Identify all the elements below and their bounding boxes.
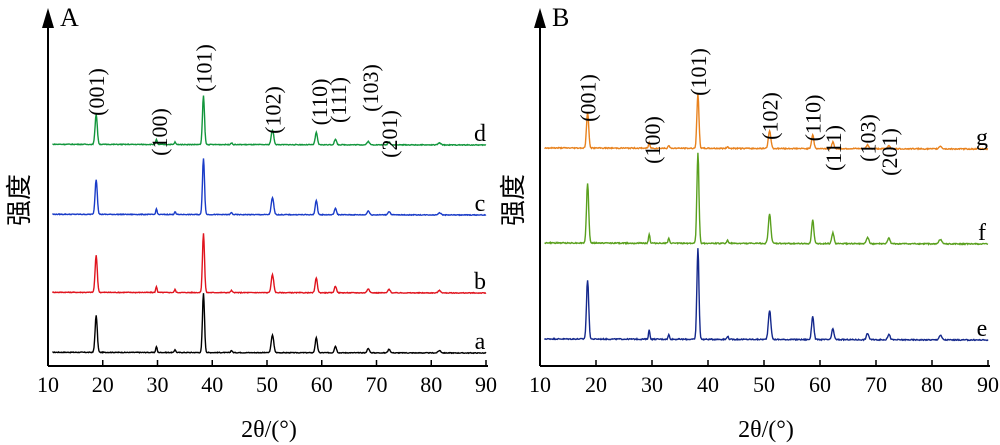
x-tick-label: 10 — [37, 372, 59, 397]
series-label-c: c — [475, 191, 486, 217]
peak-annotation: (103) — [856, 114, 881, 162]
series-label-a: a — [475, 329, 486, 355]
x-tick-label: 70 — [366, 372, 388, 397]
panel-label: A — [60, 3, 79, 32]
peak-annotation: (102) — [758, 92, 783, 140]
x-tick-label: 80 — [420, 372, 442, 397]
series-line-g — [544, 93, 989, 151]
peak-annotation: (201) — [877, 128, 902, 176]
series-line-f — [544, 152, 989, 246]
x-tick-label: 60 — [809, 372, 831, 397]
chart-panel-b: B 10 20 30 40 50 60 70 80 90 2θ/(°) 强度 e f g (001) (100)… — [499, 3, 999, 443]
y-axis-arrow — [534, 8, 546, 28]
peak-annotation: (101) — [686, 48, 711, 96]
x-tick-label: 60 — [311, 372, 333, 397]
y-axis-arrow — [42, 8, 54, 28]
peak-annotation: (111) — [821, 125, 846, 171]
y-axis-label: 强度 — [499, 174, 528, 226]
x-tick-label: 50 — [256, 372, 278, 397]
peak-annotation: (001) — [576, 74, 601, 122]
x-tick-label: 90 — [475, 372, 497, 397]
series-label-e: e — [977, 316, 988, 342]
series-line-a — [52, 293, 487, 355]
x-tick-label: 70 — [865, 372, 887, 397]
series-label-d: d — [474, 121, 486, 147]
series-label-g: g — [976, 125, 988, 151]
peak-annotation: (101) — [191, 44, 216, 92]
x-tick-label: 30 — [641, 372, 663, 397]
x-tick-label: 10 — [529, 372, 551, 397]
x-tick-label: 20 — [92, 372, 114, 397]
series-label-f: f — [978, 220, 986, 246]
y-axis-label: 强度 — [5, 174, 34, 226]
x-tick-label: 80 — [921, 372, 943, 397]
panel-label: B — [552, 3, 569, 32]
series-line-d — [52, 95, 487, 147]
peak-annotation: (110) — [307, 79, 332, 126]
x-tick-label: 40 — [201, 372, 223, 397]
series-line-b — [51, 233, 487, 295]
series-line-e — [543, 248, 989, 342]
chart-panel-a: A 10 20 30 40 50 60 70 80 90 2θ/(°) 强度 a b c d (001) (100… — [5, 3, 497, 443]
x-tick-label: 90 — [977, 372, 999, 397]
peak-annotation: (001) — [84, 68, 109, 116]
series-label-b: b — [474, 269, 486, 295]
peak-annotation: (100) — [640, 116, 665, 164]
x-axis-label: 2θ/(°) — [738, 417, 794, 443]
x-tick-label: 30 — [147, 372, 169, 397]
peak-annotation: (201) — [377, 110, 402, 158]
peak-annotation: (102) — [260, 86, 285, 134]
peak-annotation: (100) — [147, 108, 172, 156]
peak-annotation: (111) — [326, 77, 351, 123]
series-line-c — [52, 158, 487, 217]
x-tick-label: 40 — [697, 372, 719, 397]
x-tick-label: 20 — [585, 372, 607, 397]
peak-annotation: (103) — [358, 64, 383, 112]
x-axis-label: 2θ/(°) — [241, 417, 297, 443]
peak-annotation: (110) — [801, 95, 826, 142]
x-tick-label: 50 — [753, 372, 775, 397]
